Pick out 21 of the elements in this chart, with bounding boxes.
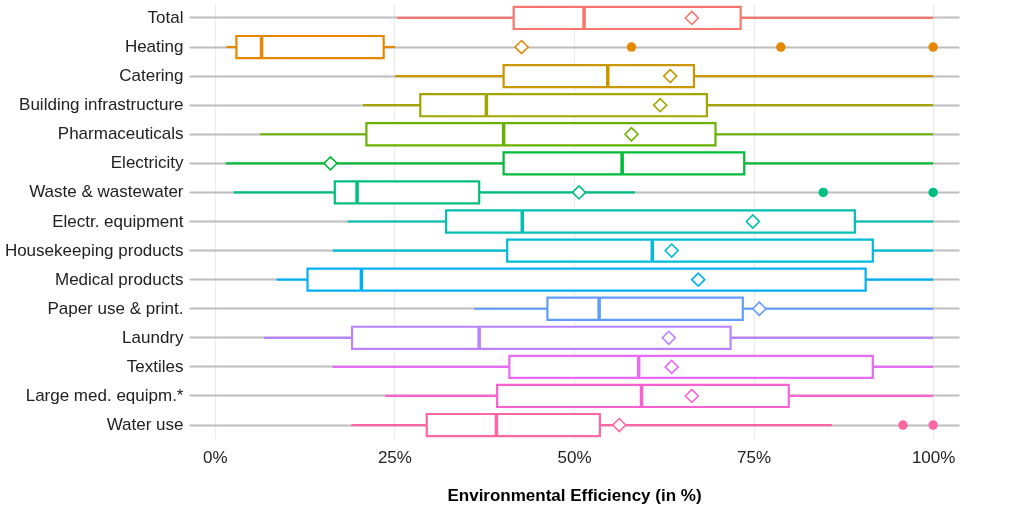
- x-tick-label: 50%: [557, 447, 592, 467]
- y-tick-label: Electricity: [110, 153, 184, 173]
- y-tick-label: Housekeeping products: [4, 240, 184, 260]
- y-tick-label: Catering: [119, 66, 184, 86]
- y-tick-label: Total: [147, 7, 184, 27]
- y-tick-label: Waste & wastewater: [29, 182, 184, 202]
- y-tick-label: Textiles: [126, 356, 184, 376]
- y-tick-label: Large med. equipm.*: [25, 385, 184, 405]
- y-tick-label: Laundry: [122, 327, 184, 347]
- y-tick-label: Water use: [106, 415, 184, 435]
- x-tick-label: 25%: [377, 447, 412, 467]
- x-axis-title: Environmental Efficiency (in %): [447, 485, 702, 505]
- y-tick-label: Heating: [124, 37, 184, 57]
- x-tick-label: 75%: [737, 447, 772, 467]
- y-tick-label: Pharmaceuticals: [57, 124, 184, 144]
- y-tick-label: Medical products: [54, 269, 184, 289]
- y-tick-label: Paper use & print.: [47, 298, 184, 318]
- x-tick-label: 0%: [203, 447, 228, 467]
- y-tick-label: Electr. equipment: [52, 211, 184, 231]
- y-tick-label: Building infrastructure: [19, 95, 184, 115]
- x-tick-label: 100%: [911, 447, 956, 467]
